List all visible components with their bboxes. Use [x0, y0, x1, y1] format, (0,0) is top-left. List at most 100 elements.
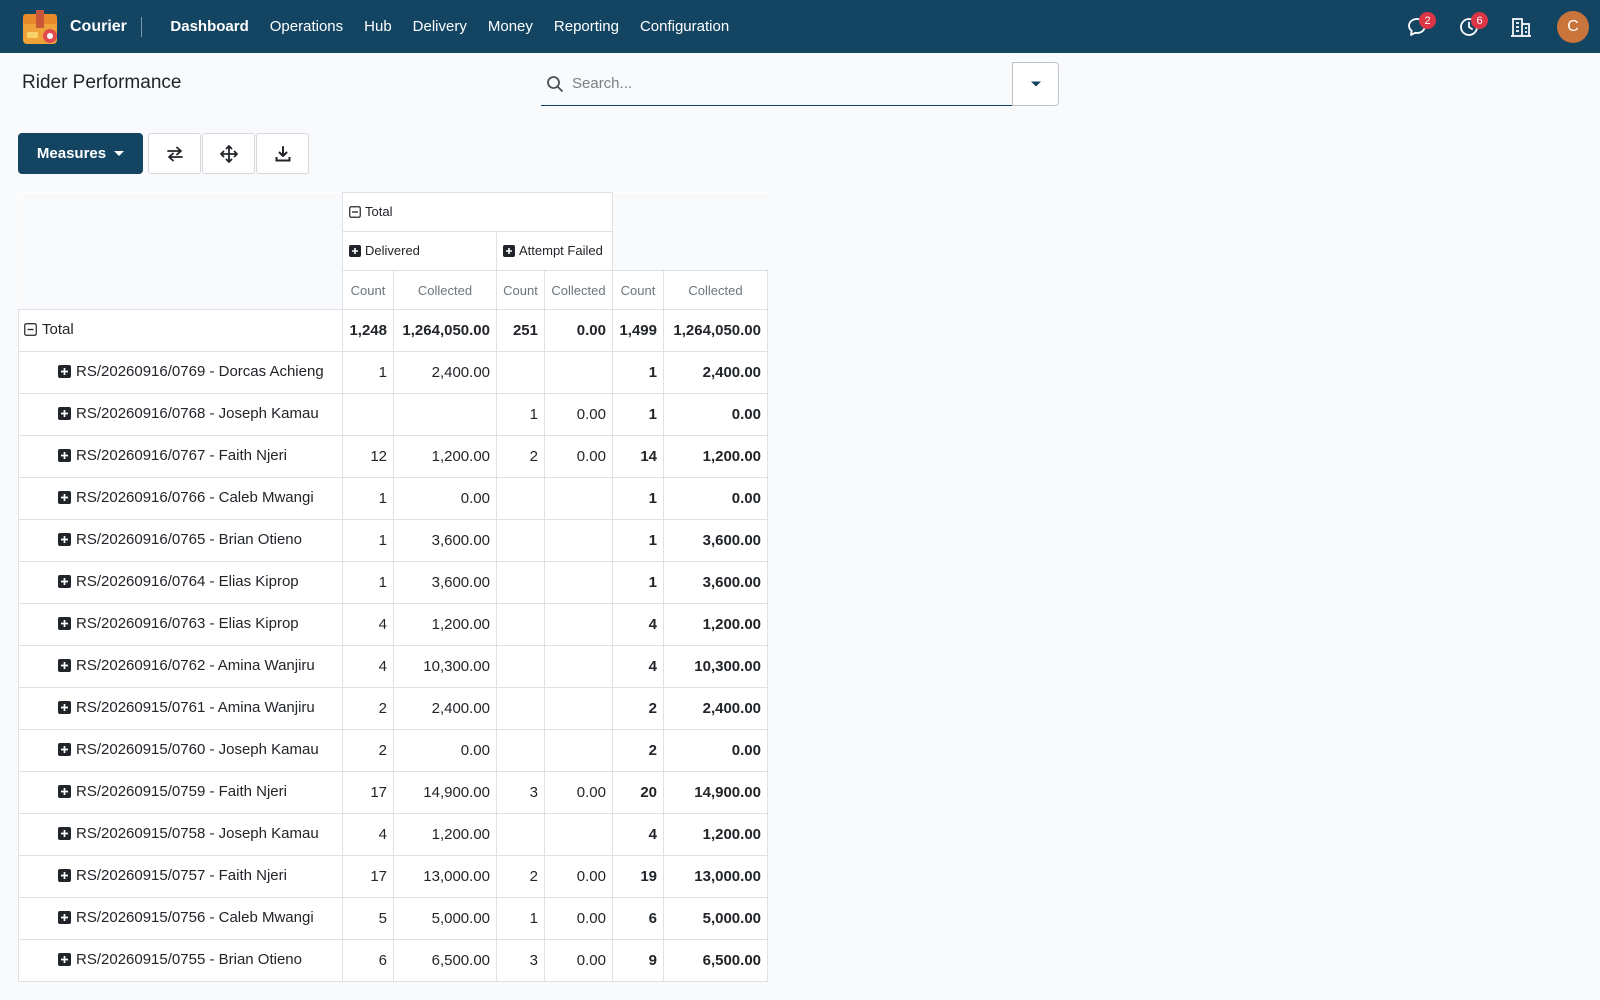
- cell-total-failed-collected[interactable]: 0.00: [544, 309, 613, 352]
- cell-failed-collected[interactable]: [544, 813, 613, 856]
- cell-failed-count[interactable]: [496, 813, 545, 856]
- row-header[interactable]: RS/20260915/0755 - Brian Otieno: [18, 939, 343, 982]
- cell-total-count[interactable]: 1: [612, 393, 664, 436]
- cell-failed-collected[interactable]: 0.00: [544, 855, 613, 898]
- cell-failed-count[interactable]: 3: [496, 771, 545, 814]
- menu-operations[interactable]: Operations: [269, 18, 344, 35]
- cell-failed-collected[interactable]: [544, 687, 613, 730]
- search-options-toggle[interactable]: [1012, 62, 1059, 106]
- cell-total-count[interactable]: 2: [612, 687, 664, 730]
- measure-header-count[interactable]: Count: [612, 270, 664, 310]
- cell-total-collected[interactable]: 0.00: [663, 729, 768, 772]
- cell-delivered-count[interactable]: 1: [342, 561, 394, 604]
- cell-failed-collected[interactable]: 0.00: [544, 393, 613, 436]
- user-avatar[interactable]: C: [1557, 10, 1589, 43]
- cell-delivered-count[interactable]: 17: [342, 855, 394, 898]
- cell-delivered-count[interactable]: 6: [342, 939, 394, 982]
- cell-delivered-collected[interactable]: [393, 393, 497, 436]
- cell-total-delivered-collected[interactable]: 1,264,050.00: [393, 309, 497, 352]
- cell-delivered-collected[interactable]: 1,200.00: [393, 435, 497, 478]
- cell-delivered-collected[interactable]: 2,400.00: [393, 687, 497, 730]
- cell-failed-count[interactable]: 3: [496, 939, 545, 982]
- cell-total-count[interactable]: 1: [612, 351, 664, 394]
- row-header[interactable]: RS/20260916/0767 - Faith Njeri: [18, 435, 343, 478]
- messages-button[interactable]: 2: [1391, 0, 1443, 53]
- row-header[interactable]: RS/20260915/0758 - Joseph Kamau: [18, 813, 343, 856]
- cell-total-count[interactable]: 1: [612, 561, 664, 604]
- cell-failed-collected[interactable]: [544, 477, 613, 520]
- menu-reporting[interactable]: Reporting: [553, 18, 619, 35]
- row-header[interactable]: RS/20260916/0769 - Dorcas Achieng: [18, 351, 343, 394]
- cell-total-collected[interactable]: 1,200.00: [663, 813, 768, 856]
- cell-failed-collected[interactable]: [544, 351, 613, 394]
- cell-failed-collected[interactable]: [544, 729, 613, 772]
- cell-total-collected[interactable]: 2,400.00: [663, 687, 768, 730]
- cell-delivered-count[interactable]: 5: [342, 897, 394, 940]
- app-logo-icon[interactable]: [22, 8, 60, 46]
- cell-delivered-collected[interactable]: 14,900.00: [393, 771, 497, 814]
- measure-header-collected[interactable]: Collected: [393, 270, 497, 310]
- cell-total-collected[interactable]: 0.00: [663, 393, 768, 436]
- cell-failed-collected[interactable]: [544, 645, 613, 688]
- row-header[interactable]: RS/20260915/0761 - Amina Wanjiru: [18, 687, 343, 730]
- row-header[interactable]: RS/20260916/0765 - Brian Otieno: [18, 519, 343, 562]
- cell-delivered-collected[interactable]: 3,600.00: [393, 561, 497, 604]
- expand-all-button[interactable]: [202, 133, 255, 174]
- col-header-total[interactable]: Total: [342, 192, 613, 232]
- measure-header-count[interactable]: Count: [496, 270, 545, 310]
- cell-total-collected[interactable]: 10,300.00: [663, 645, 768, 688]
- cell-failed-count[interactable]: 1: [496, 393, 545, 436]
- cell-delivered-collected[interactable]: 10,300.00: [393, 645, 497, 688]
- cell-delivered-collected[interactable]: 2,400.00: [393, 351, 497, 394]
- measure-header-collected[interactable]: Collected: [544, 270, 613, 310]
- cell-failed-collected[interactable]: 0.00: [544, 897, 613, 940]
- cell-delivered-collected[interactable]: 5,000.00: [393, 897, 497, 940]
- cell-total-count[interactable]: 4: [612, 813, 664, 856]
- download-button[interactable]: [256, 133, 309, 174]
- cell-delivered-count[interactable]: 17: [342, 771, 394, 814]
- company-switcher-button[interactable]: [1495, 0, 1547, 53]
- cell-delivered-count[interactable]: [342, 393, 394, 436]
- flip-axis-button[interactable]: [148, 133, 201, 174]
- cell-delivered-count[interactable]: 1: [342, 351, 394, 394]
- cell-total-count[interactable]: 4: [612, 645, 664, 688]
- cell-delivered-count[interactable]: 2: [342, 729, 394, 772]
- cell-delivered-collected[interactable]: 13,000.00: [393, 855, 497, 898]
- cell-total-collected[interactable]: 13,000.00: [663, 855, 768, 898]
- cell-total-delivered-count[interactable]: 1,248: [342, 309, 394, 352]
- cell-total-count[interactable]: 1: [612, 477, 664, 520]
- cell-total-count[interactable]: 6: [612, 897, 664, 940]
- cell-total-count[interactable]: 14: [612, 435, 664, 478]
- activities-button[interactable]: 6: [1443, 0, 1495, 53]
- cell-total-collected[interactable]: 14,900.00: [663, 771, 768, 814]
- cell-delivered-collected[interactable]: 1,200.00: [393, 813, 497, 856]
- cell-failed-count[interactable]: [496, 603, 545, 646]
- cell-delivered-count[interactable]: 4: [342, 603, 394, 646]
- cell-failed-collected[interactable]: [544, 561, 613, 604]
- cell-delivered-count[interactable]: 1: [342, 519, 394, 562]
- row-header[interactable]: RS/20260915/0760 - Joseph Kamau: [18, 729, 343, 772]
- menu-configuration[interactable]: Configuration: [639, 18, 730, 35]
- cell-failed-count[interactable]: [496, 351, 545, 394]
- cell-failed-collected[interactable]: 0.00: [544, 435, 613, 478]
- row-header-total[interactable]: Total: [18, 309, 343, 352]
- cell-delivered-count[interactable]: 12: [342, 435, 394, 478]
- cell-delivered-count[interactable]: 4: [342, 813, 394, 856]
- col-header-delivered[interactable]: Delivered: [342, 231, 497, 271]
- cell-delivered-collected[interactable]: 0.00: [393, 729, 497, 772]
- cell-total-collected[interactable]: 5,000.00: [663, 897, 768, 940]
- cell-failed-collected[interactable]: 0.00: [544, 939, 613, 982]
- menu-delivery[interactable]: Delivery: [412, 18, 467, 35]
- cell-total-count[interactable]: 20: [612, 771, 664, 814]
- cell-total-collected[interactable]: 1,200.00: [663, 435, 768, 478]
- cell-failed-count[interactable]: [496, 477, 545, 520]
- row-header[interactable]: RS/20260915/0756 - Caleb Mwangi: [18, 897, 343, 940]
- row-header[interactable]: RS/20260916/0766 - Caleb Mwangi: [18, 477, 343, 520]
- cell-delivered-collected[interactable]: 1,200.00: [393, 603, 497, 646]
- cell-total-collected[interactable]: 3,600.00: [663, 561, 768, 604]
- cell-failed-collected[interactable]: 0.00: [544, 771, 613, 814]
- cell-failed-count[interactable]: [496, 729, 545, 772]
- cell-total-count[interactable]: 1,499: [612, 309, 664, 352]
- row-header[interactable]: RS/20260916/0762 - Amina Wanjiru: [18, 645, 343, 688]
- menu-hub[interactable]: Hub: [364, 18, 392, 35]
